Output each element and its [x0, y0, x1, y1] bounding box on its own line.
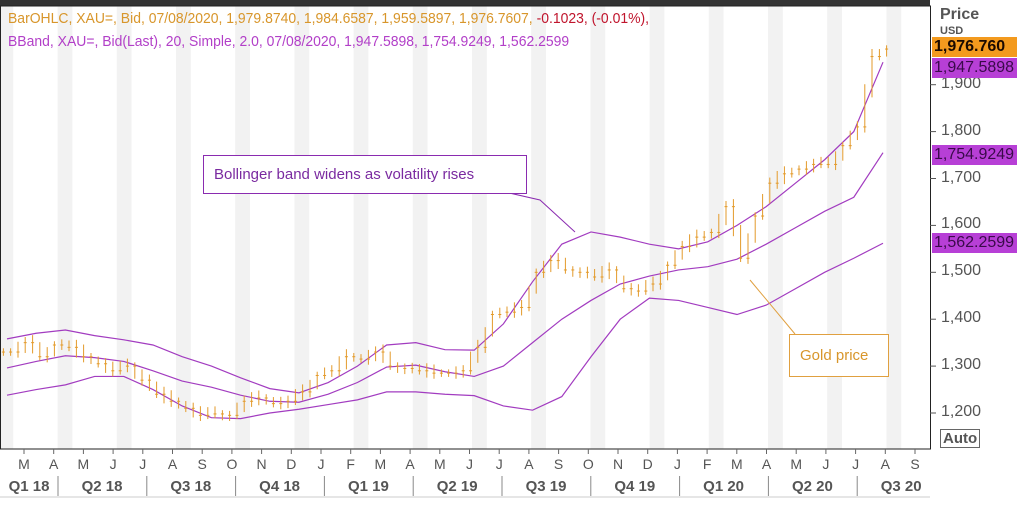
last-price-tag: 1,976.760: [932, 37, 1017, 57]
month-label: J: [139, 456, 147, 472]
quarter-label: Q3 20: [880, 478, 922, 495]
gold-price-annotation: Gold price: [789, 334, 889, 377]
mid-band-tag: 1,754.9249: [932, 145, 1017, 165]
month-label: J: [495, 456, 503, 472]
month-label: D: [642, 456, 653, 472]
month-label: A: [761, 456, 772, 472]
bollinger-leader-line: [504, 191, 576, 233]
month-stripe: [116, 6, 132, 449]
month-label: A: [49, 456, 59, 472]
month-label: J: [822, 456, 830, 472]
month-label: N: [256, 456, 267, 472]
month-label: J: [673, 456, 681, 472]
month-label: D: [286, 456, 297, 472]
month-stripe: [235, 6, 250, 449]
month-label: M: [730, 456, 743, 472]
quarter-label: Q4 19: [614, 478, 656, 495]
month-stripe: [649, 6, 665, 449]
month-stripe: [176, 6, 191, 449]
month-stripe: [57, 6, 73, 449]
month-label: S: [553, 456, 564, 472]
y-tick-label: 1,200: [941, 403, 982, 420]
axis-unit: USD: [940, 25, 964, 34]
y-tick-label: 1,300: [941, 356, 982, 374]
quarter-label: Q1 20: [703, 478, 745, 495]
month-label: F: [702, 456, 712, 472]
auto-scale-button[interactable]: Auto: [940, 429, 981, 448]
month-label: J: [109, 456, 117, 472]
y-tick-label: 1,900: [941, 74, 982, 92]
month-label: S: [197, 456, 207, 472]
ohlc-legend: BarOHLC, XAU=, Bid, 07/08/2020, 1,979.87…: [8, 10, 649, 27]
y-tick-label: 1,700: [941, 168, 982, 186]
quarter-label: Q2 19: [436, 478, 478, 495]
month-stripe: [472, 6, 487, 449]
month-label: M: [433, 456, 446, 472]
month-label: O: [582, 456, 594, 472]
quarter-label: Q1 19: [347, 478, 389, 495]
bollinger-lower-band: [6, 242, 884, 420]
ohlc-change: -0.1023, (-0.01%),: [536, 10, 650, 27]
month-label: A: [524, 456, 534, 472]
month-label: F: [346, 456, 355, 472]
lower-band-tag: 1,562.2599: [932, 233, 1017, 253]
month-label: N: [612, 456, 624, 472]
bollinger-upper-band: [6, 61, 884, 394]
axis-title: Price: [940, 6, 980, 23]
upper-band-tag: 1,947.5898: [932, 58, 1017, 78]
bollinger-annotation: Bollinger band widens as volatility rise…: [203, 155, 527, 194]
month-label: J: [317, 456, 325, 472]
month-label: J: [852, 456, 860, 472]
gold-price-leader-line: [749, 279, 796, 335]
title-strip: [0, 0, 930, 6]
y-tick-label: 1,800: [941, 121, 982, 139]
month-stripe: [412, 6, 428, 449]
month-stripe: [768, 6, 783, 449]
quarter-label: Q2 20: [791, 478, 833, 495]
bband-legend: BBand, XAU=, Bid(Last), 20, Simple, 2.0,…: [8, 33, 570, 50]
month-stripe: [590, 6, 606, 449]
month-stripe: [0, 6, 14, 449]
month-stripe: [708, 6, 724, 449]
ohlc-values: BarOHLC, XAU=, Bid, 07/08/2020, 1,979.87…: [8, 10, 533, 27]
quarter-label: Q3 18: [170, 478, 212, 495]
month-stripe: [531, 6, 546, 449]
y-tick-label: 1,600: [941, 215, 982, 233]
month-label: M: [374, 456, 387, 472]
month-stripe: [353, 6, 369, 449]
month-label: O: [226, 456, 238, 472]
quarter-label: Q2 18: [81, 478, 123, 495]
y-tick-label: 1,500: [941, 262, 982, 280]
month-label: J: [466, 456, 473, 472]
month-label: M: [77, 456, 90, 472]
month-label: A: [167, 456, 178, 472]
month-label: A: [405, 456, 415, 472]
quarter-label: Q1 18: [8, 478, 50, 495]
month-label: M: [18, 456, 30, 472]
month-stripe: [294, 6, 310, 449]
quarter-label: Q3 19: [525, 478, 567, 495]
month-stripe: [827, 6, 842, 449]
quarter-label: Q4 18: [259, 478, 301, 495]
month-label: M: [790, 456, 803, 472]
month-stripe: [886, 6, 902, 449]
plot-frame: [0, 5, 931, 450]
month-label: S: [910, 456, 920, 472]
bollinger-middle-band: [6, 152, 884, 403]
y-tick-label: 1,400: [941, 309, 982, 327]
month-label: A: [880, 456, 890, 472]
